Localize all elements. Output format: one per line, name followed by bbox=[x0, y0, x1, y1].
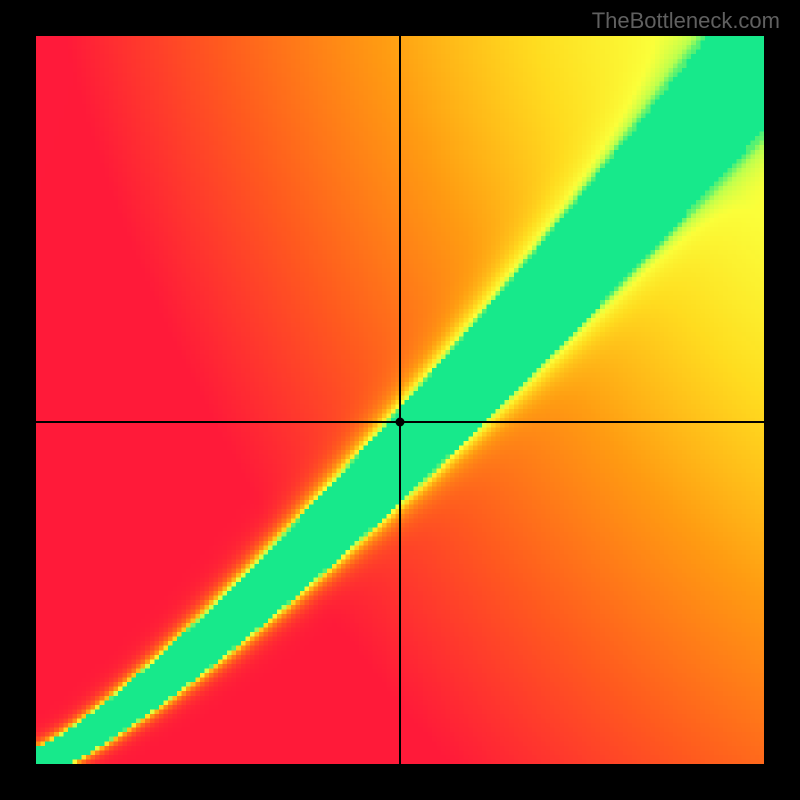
crosshair-vertical bbox=[399, 36, 401, 764]
watermark-text: TheBottleneck.com bbox=[592, 8, 780, 34]
heatmap-plot bbox=[36, 36, 764, 764]
crosshair-marker bbox=[396, 417, 405, 426]
